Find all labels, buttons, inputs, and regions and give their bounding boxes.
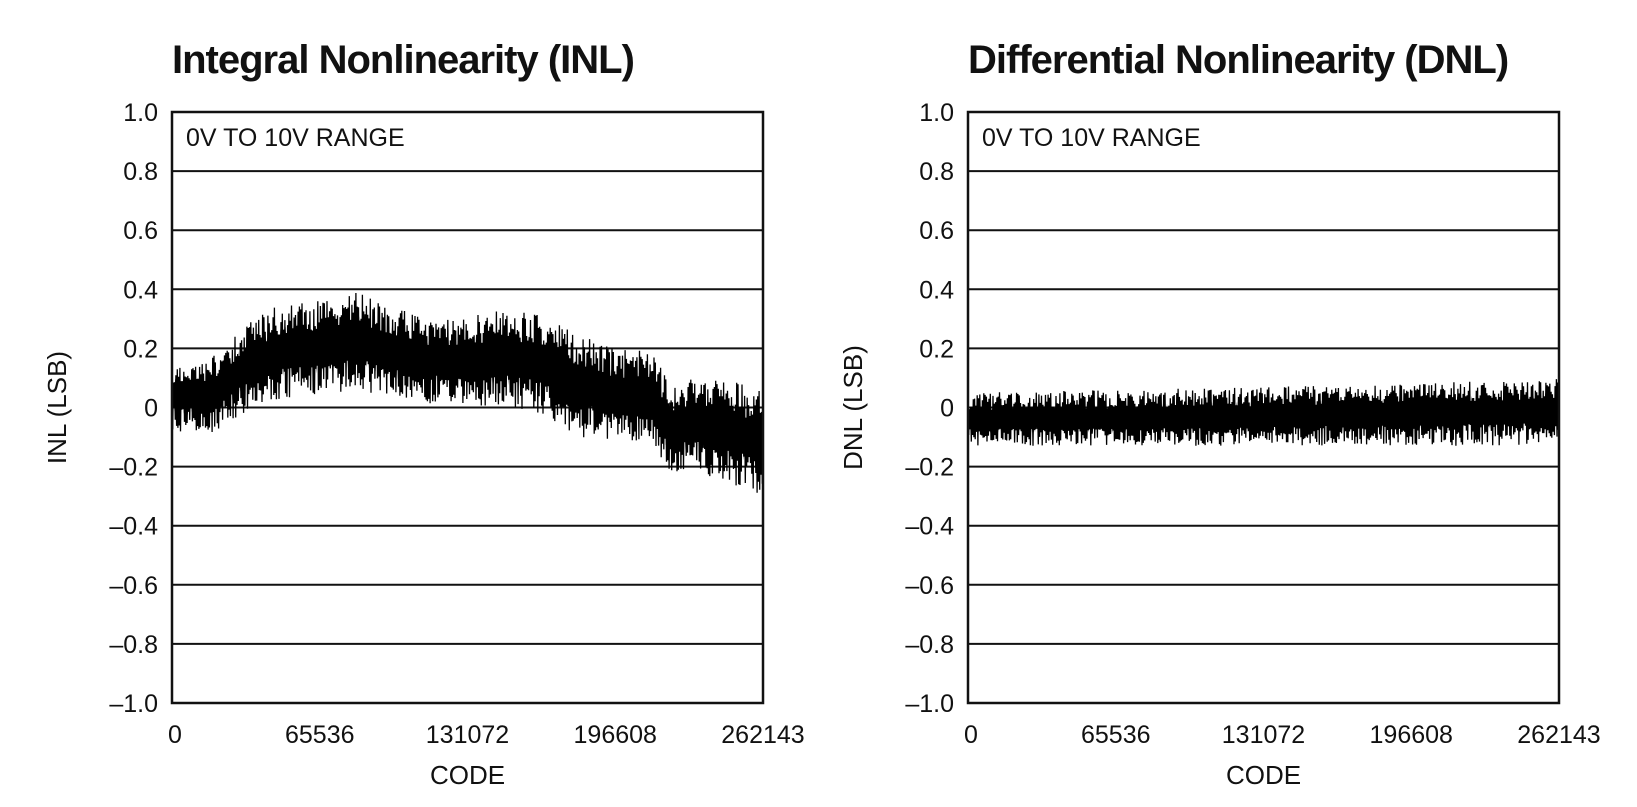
inl-y-tick-label: –0.8 [109, 631, 158, 659]
dnl-y-axis-label: DNL (LSB) [838, 345, 868, 470]
inl-x-ticks: 0 65536 131072 196608 262143 [168, 721, 805, 749]
dnl-trace-line [967, 379, 1560, 446]
dnl-y-tick-label: –0.8 [905, 631, 954, 659]
dnl-x-axis-label: CODE [1226, 760, 1301, 790]
inl-y-tick-label: 0.4 [123, 276, 158, 304]
dnl-x-tick-label: 65536 [1081, 721, 1151, 749]
dnl-chart-title: Differential Nonlinearity (DNL) [968, 38, 1508, 82]
inl-x-tick-label: 262143 [721, 721, 804, 749]
dnl-x-tick-label: 262143 [1517, 721, 1600, 749]
dnl-y-tick-label: –0.2 [905, 454, 954, 482]
dnl-y-ticks: 1.0 0.8 0.6 0.4 0.2 0 –0.2 –0.4 –0.6 –0.8 –1.0 [905, 99, 954, 718]
inl-y-tick-label: –0.6 [109, 572, 158, 600]
inl-y-axis-label: INL (LSB) [42, 351, 72, 464]
inl-x-tick-label: 131072 [426, 721, 509, 749]
dnl-range-annotation: 0V TO 10V RANGE [982, 124, 1201, 152]
dnl-plot-frame [966, 110, 1561, 705]
dnl-trace [967, 379, 1560, 446]
inl-y-tick-label: 1.0 [123, 99, 158, 127]
dnl-y-tick-label: 1.0 [919, 99, 954, 127]
dnl-y-tick-label: 0.6 [919, 217, 954, 245]
inl-y-tick-label: –0.2 [109, 454, 158, 482]
inl-y-tick-label: 0 [144, 395, 158, 423]
inl-y-tick-label: –1.0 [109, 690, 158, 718]
inl-x-tick-label: 65536 [285, 721, 355, 749]
inl-range-annotation: 0V TO 10V RANGE [186, 124, 405, 152]
dnl-y-tick-label: 0.8 [919, 158, 954, 186]
inl-y-tick-label: 0.8 [123, 158, 158, 186]
inl-x-axis-label: CODE [430, 760, 505, 790]
inl-chart: Integral Nonlinearity (INL) 0V TO 10V RA… [42, 38, 805, 790]
dnl-x-tick-label: 131072 [1222, 721, 1305, 749]
inl-y-ticks: 1.0 0.8 0.6 0.4 0.2 0 –0.2 –0.4 –0.6 –0.8 –1.0 [109, 99, 158, 718]
dnl-y-tick-label: –0.4 [905, 513, 954, 541]
dnl-y-tick-label: 0.2 [919, 335, 954, 363]
inl-x-tick-label: 0 [168, 721, 182, 749]
dnl-x-tick-label: 196608 [1370, 721, 1453, 749]
dnl-y-tick-label: –1.0 [905, 690, 954, 718]
inl-y-tick-label: 0.2 [123, 335, 158, 363]
inl-plot-frame [170, 110, 765, 705]
inl-y-tick-label: –0.4 [109, 513, 158, 541]
inl-y-tick-label: 0.6 [123, 217, 158, 245]
dnl-x-ticks: 0 65536 131072 196608 262143 [964, 721, 1601, 749]
inl-trace-line [171, 292, 764, 493]
dnl-y-tick-label: –0.6 [905, 572, 954, 600]
dnl-grid [968, 170, 1559, 645]
dnl-y-tick-label: 0.4 [919, 276, 954, 304]
dnl-x-tick-label: 0 [964, 721, 978, 749]
inl-chart-title: Integral Nonlinearity (INL) [172, 38, 634, 82]
inl-x-tick-label: 196608 [574, 721, 657, 749]
inl-trace [171, 292, 764, 493]
dnl-chart: Differential Nonlinearity (DNL) 0V TO 10… [838, 38, 1601, 790]
dnl-y-tick-label: 0 [940, 395, 954, 423]
